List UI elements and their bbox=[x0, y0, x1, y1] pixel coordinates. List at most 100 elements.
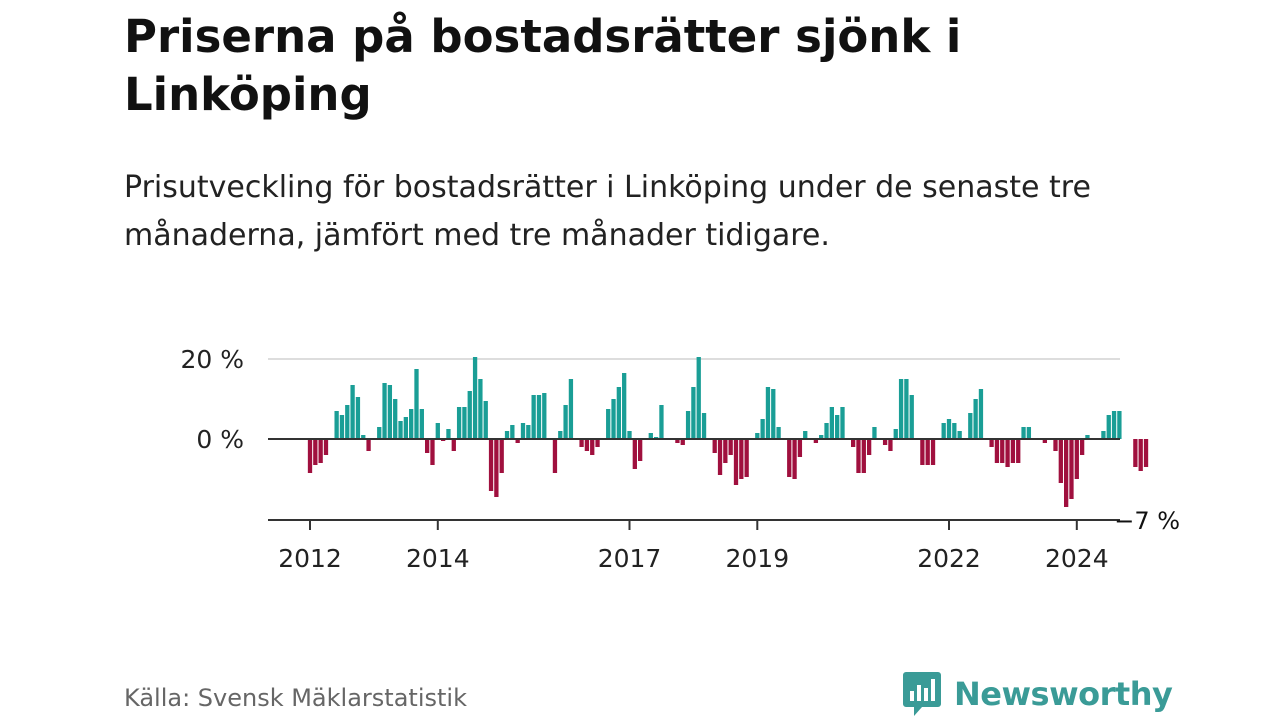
bar bbox=[520, 423, 526, 439]
bar bbox=[882, 439, 888, 445]
bar bbox=[355, 397, 361, 439]
bar bbox=[1069, 439, 1074, 499]
bar bbox=[765, 387, 771, 439]
bar bbox=[973, 399, 978, 439]
bar bbox=[403, 417, 408, 439]
bar-chart: 20 % 0 % 2012 2014 2017 2019 2022 2024−7 % bbox=[180, 345, 1180, 573]
bar bbox=[377, 427, 382, 439]
source-note: Källa: Svensk Mäklarstatistik bbox=[124, 684, 467, 712]
bar bbox=[451, 439, 456, 451]
bar bbox=[446, 429, 451, 439]
bar bbox=[978, 389, 984, 439]
bar bbox=[382, 383, 387, 439]
chart-subtitle: Prisutveckling för bostadsrätter i Linkö… bbox=[124, 170, 1091, 253]
bar bbox=[1026, 427, 1032, 439]
bar bbox=[606, 409, 611, 439]
bar bbox=[797, 439, 803, 457]
bar bbox=[1138, 439, 1143, 471]
newsworthy-logo-icon bbox=[903, 672, 941, 716]
bar bbox=[419, 409, 424, 439]
bar bbox=[387, 385, 393, 439]
bar bbox=[776, 427, 781, 439]
bar bbox=[946, 419, 952, 439]
bar bbox=[1053, 439, 1058, 451]
bar bbox=[1042, 439, 1047, 443]
bar bbox=[499, 439, 504, 473]
bar bbox=[994, 439, 1000, 463]
bar bbox=[313, 439, 318, 465]
x-tick-label: 2014 bbox=[406, 544, 470, 573]
bar bbox=[930, 439, 936, 465]
bar bbox=[691, 387, 696, 439]
x-tick-label: 2024 bbox=[1045, 544, 1109, 573]
bar bbox=[366, 439, 371, 451]
bar bbox=[1117, 411, 1122, 439]
bar bbox=[659, 405, 664, 439]
bar bbox=[1010, 439, 1016, 463]
bar bbox=[1021, 427, 1026, 439]
bar bbox=[861, 439, 866, 473]
bar bbox=[467, 391, 472, 439]
bar bbox=[622, 373, 627, 439]
bar bbox=[616, 387, 621, 439]
y-tick-label: 0 % bbox=[196, 425, 244, 454]
bar bbox=[680, 439, 685, 445]
y-tick-label: 20 % bbox=[180, 345, 244, 374]
bar bbox=[941, 423, 946, 439]
bar bbox=[925, 439, 930, 465]
bar bbox=[957, 431, 962, 439]
bar bbox=[872, 427, 877, 439]
bar bbox=[568, 379, 574, 439]
latest-value-label: −7 % bbox=[1114, 507, 1180, 535]
x-tick-label: 2017 bbox=[598, 544, 662, 573]
bar bbox=[632, 439, 637, 469]
bar bbox=[866, 439, 872, 455]
bar bbox=[531, 395, 536, 439]
bar bbox=[893, 429, 898, 439]
bar bbox=[792, 439, 797, 479]
bar bbox=[345, 405, 350, 439]
bar bbox=[771, 389, 776, 439]
bar bbox=[723, 439, 728, 463]
bar bbox=[542, 393, 547, 439]
bar bbox=[472, 357, 478, 439]
bar bbox=[536, 395, 542, 439]
bar bbox=[733, 439, 739, 485]
bar bbox=[952, 423, 957, 439]
newsworthy-logo: Newsworthy bbox=[902, 670, 1173, 718]
bar bbox=[1064, 439, 1069, 507]
bar bbox=[648, 433, 653, 439]
bar bbox=[414, 369, 419, 439]
x-tick-label: 2019 bbox=[725, 544, 789, 573]
bar bbox=[398, 421, 403, 439]
bar bbox=[685, 411, 691, 439]
bar bbox=[584, 439, 590, 451]
bar bbox=[760, 419, 765, 439]
bar bbox=[488, 439, 494, 491]
bar bbox=[675, 439, 680, 443]
bar bbox=[856, 439, 861, 473]
bar bbox=[744, 439, 749, 477]
bar bbox=[1079, 439, 1085, 455]
bar bbox=[350, 385, 355, 439]
bar bbox=[696, 357, 701, 439]
bar bbox=[819, 435, 824, 439]
bar bbox=[307, 439, 313, 473]
bar bbox=[803, 431, 808, 439]
chart-title: Priserna på bostadsrätter sjönk i Linköp… bbox=[124, 10, 962, 121]
bar bbox=[813, 439, 819, 443]
bar bbox=[717, 439, 723, 475]
bar bbox=[504, 431, 510, 439]
bar bbox=[595, 439, 600, 447]
bar bbox=[334, 411, 339, 439]
bar bbox=[318, 439, 323, 463]
bar bbox=[435, 423, 440, 439]
bar bbox=[904, 379, 909, 439]
brand-name: Newsworthy bbox=[954, 675, 1173, 713]
bar bbox=[851, 439, 856, 447]
bar bbox=[558, 431, 563, 439]
bar bbox=[1005, 439, 1010, 467]
bar bbox=[755, 433, 760, 439]
bar bbox=[563, 405, 568, 439]
bar bbox=[888, 439, 893, 451]
